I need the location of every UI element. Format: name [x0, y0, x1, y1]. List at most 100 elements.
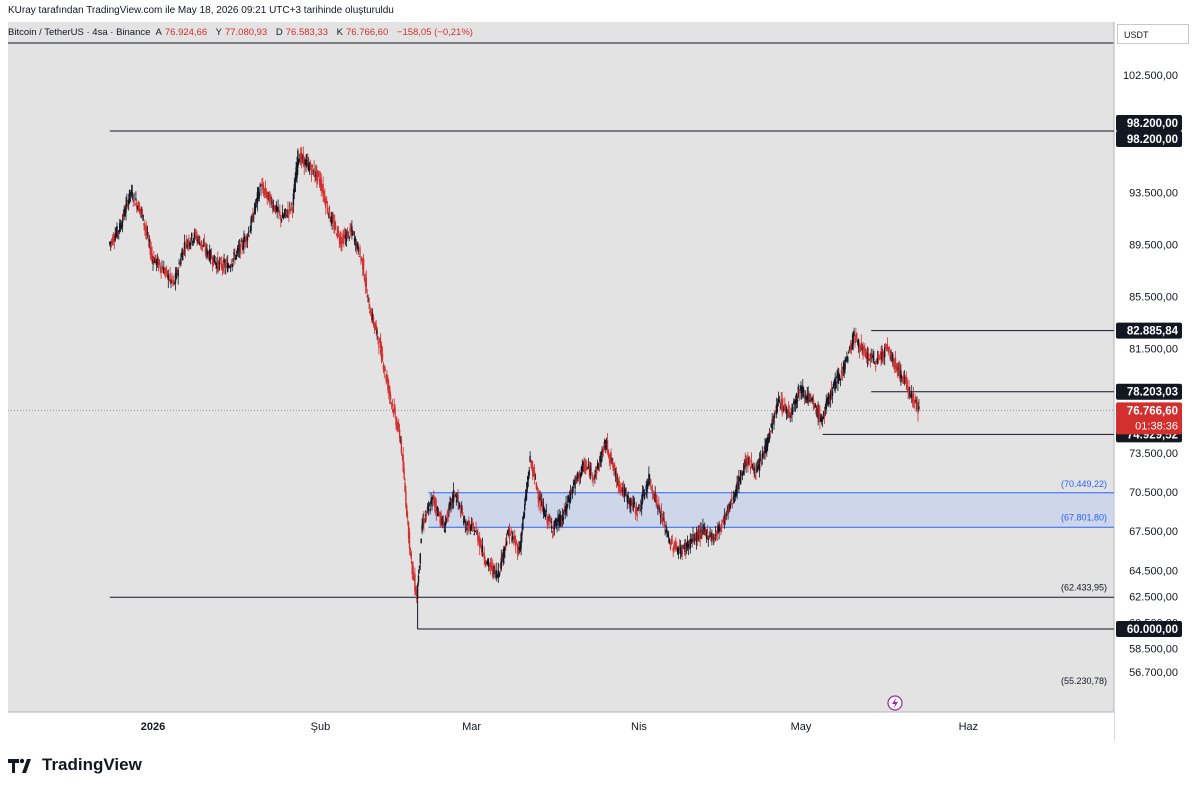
candle-body	[676, 548, 678, 549]
candle-body	[650, 479, 652, 484]
candle-body	[137, 201, 140, 212]
candle-body	[646, 484, 648, 493]
candle-body	[662, 518, 664, 520]
candle-body	[171, 275, 173, 281]
candle-body	[725, 512, 727, 517]
candle-body	[884, 345, 887, 349]
candle-body	[424, 521, 426, 523]
candle-body	[599, 455, 601, 463]
candle-body	[799, 386, 801, 387]
price-chart[interactable]: (70.449,22) (67.801,80) (62.433,95) (55.230…	[8, 22, 1192, 741]
candle-body	[833, 382, 835, 385]
candle-body	[361, 257, 363, 260]
candle-body	[911, 396, 914, 403]
candle-body	[753, 467, 755, 474]
candle-body	[693, 535, 695, 542]
candle-body	[391, 403, 394, 406]
candle-body	[510, 530, 512, 533]
candle-body	[616, 478, 619, 479]
candle-body	[602, 450, 604, 456]
candle-body	[189, 242, 191, 247]
candle-body	[794, 399, 797, 405]
candle-body	[132, 201, 134, 202]
candle-body	[362, 258, 364, 269]
bolt-glyph	[892, 698, 898, 708]
candle-body	[117, 231, 119, 233]
annotation-55.230: (55.230,78)	[1061, 676, 1107, 686]
candle-body	[567, 496, 569, 503]
candle-body	[174, 273, 177, 283]
candle-body	[425, 515, 427, 516]
candle-body	[338, 239, 340, 241]
candle-body	[394, 407, 396, 416]
candle-body	[198, 235, 200, 239]
candle-body	[492, 565, 494, 576]
candle-body	[876, 358, 879, 364]
candle-body	[777, 397, 780, 403]
candle-body	[223, 260, 225, 262]
candle-body	[148, 240, 151, 242]
candle-body	[636, 513, 638, 517]
y-tick-label: 93.500,00	[1129, 187, 1178, 199]
candle-body	[729, 504, 731, 509]
candle-body	[294, 180, 296, 192]
candle-body	[382, 364, 385, 370]
candle-body	[824, 407, 826, 409]
currency-button[interactable]: USDT	[1117, 24, 1189, 44]
candle-body	[521, 531, 523, 536]
candle-body	[119, 222, 121, 232]
candle-body	[380, 345, 383, 362]
candle-body	[156, 258, 159, 265]
candle-body	[179, 265, 181, 266]
candle-body	[144, 223, 146, 229]
candle-body	[432, 495, 434, 498]
candle-body	[826, 399, 828, 403]
zone-top-label: (70.449,22)	[1061, 479, 1107, 489]
candle-body	[422, 521, 424, 525]
candle-body	[841, 372, 844, 375]
candle-body	[576, 477, 578, 479]
candle-body	[409, 548, 412, 551]
candle-body	[654, 493, 656, 502]
legend-symbol[interactable]: Bitcoin / TetherUS · 4sa · Binance	[8, 27, 151, 38]
candle-body	[894, 357, 897, 369]
candle-body	[173, 282, 176, 284]
candle-body	[711, 533, 713, 539]
legend-close: 76.766,60	[345, 27, 389, 38]
candle-body	[667, 533, 669, 537]
candle-body	[452, 495, 454, 503]
candle-body	[364, 280, 367, 287]
candle-body	[345, 232, 348, 242]
candle-body	[625, 493, 628, 495]
candle-body	[406, 505, 408, 517]
candle-body	[847, 357, 849, 362]
candle-body	[837, 372, 839, 384]
candle-body	[443, 520, 445, 528]
candle-body	[661, 518, 664, 523]
candle-body	[557, 516, 559, 521]
candle-body	[275, 204, 277, 212]
candle-body	[836, 375, 838, 378]
candle-body	[168, 279, 170, 281]
candle-body	[115, 232, 117, 236]
candle-body	[182, 249, 185, 253]
tradingview-logo[interactable]: TradingView	[8, 754, 142, 776]
candle-body	[307, 160, 309, 163]
candle-body	[200, 240, 203, 247]
candle-body	[470, 526, 472, 532]
candle-body	[326, 207, 329, 213]
candle-body	[542, 505, 545, 515]
candle-body	[687, 543, 690, 548]
candle-body	[779, 406, 781, 408]
chart-panel[interactable]: (70.449,22) (67.801,80) (62.433,95) (55.230…	[8, 22, 1192, 741]
candle-body	[410, 552, 412, 559]
candle-body	[420, 538, 422, 544]
candle-body	[152, 259, 154, 263]
candle-body	[810, 396, 812, 398]
candle-body	[456, 499, 458, 503]
candle-body	[579, 473, 582, 479]
candle-body	[548, 516, 550, 519]
candle-body	[715, 531, 718, 536]
candle-body	[416, 584, 419, 599]
candle-body	[421, 524, 423, 532]
